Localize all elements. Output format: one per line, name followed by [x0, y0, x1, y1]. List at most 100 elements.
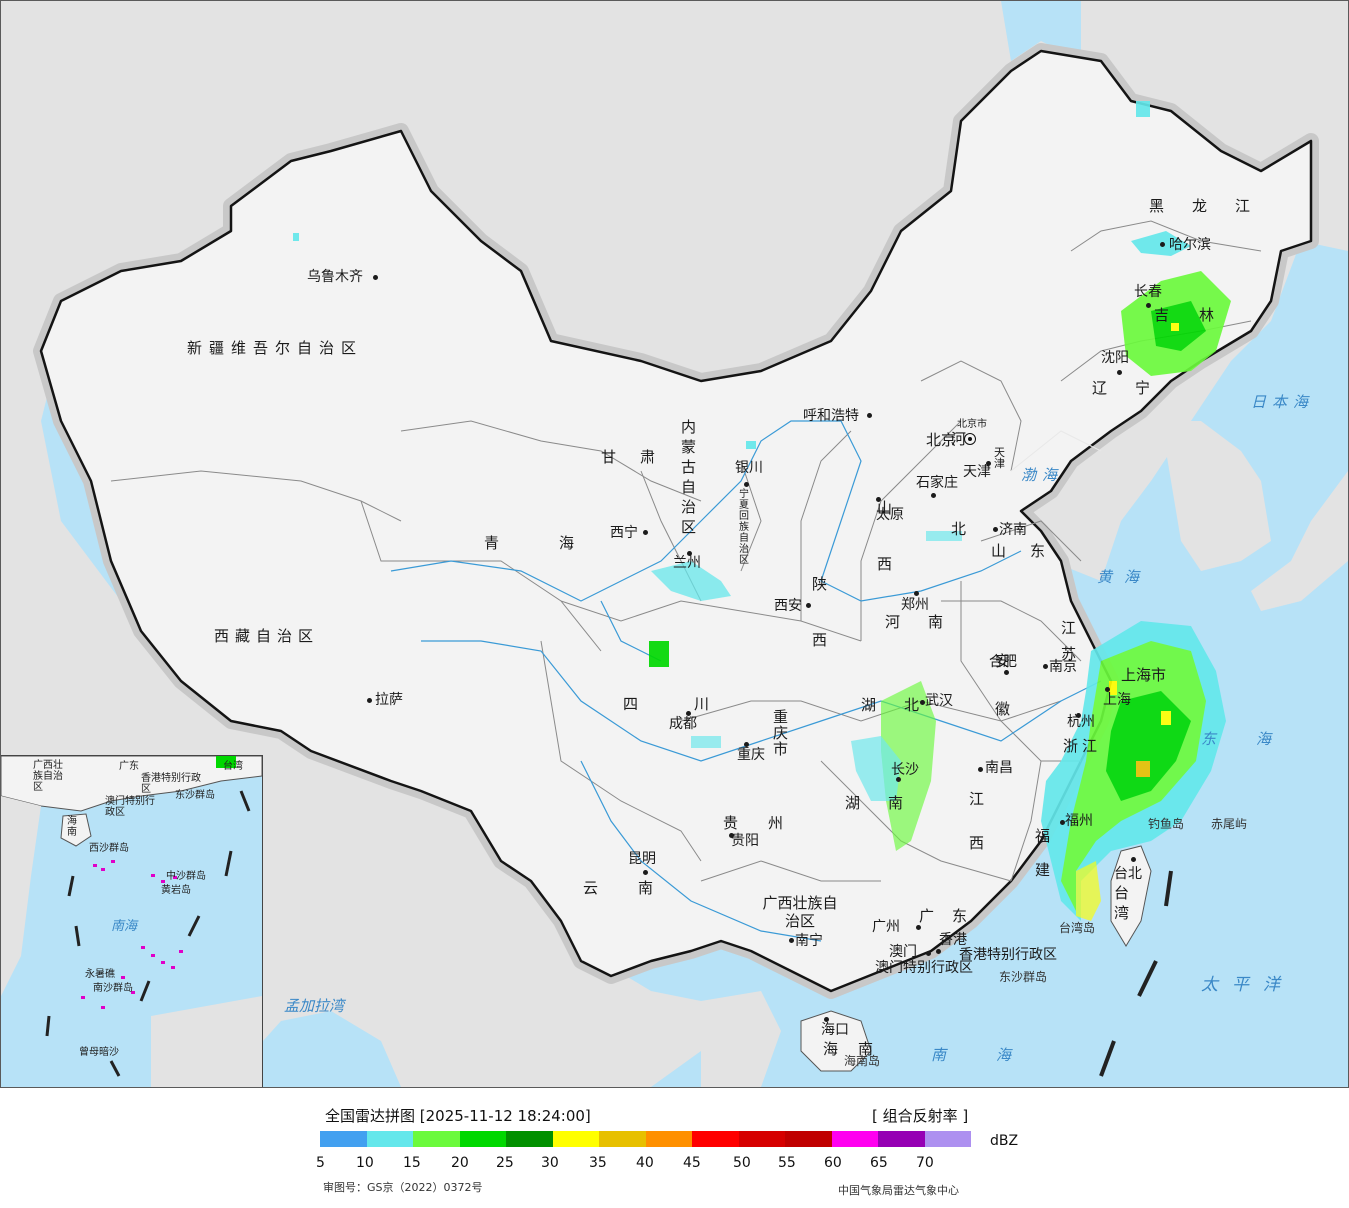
inset-label-hongkong: 香港特别行政区 [141, 773, 201, 795]
legend-tick-label: 15 [403, 1155, 421, 1171]
legend-unit: dBZ [990, 1133, 1019, 1149]
color-swatch [645, 1131, 692, 1147]
city-label-taiyuan: 太原 [876, 507, 904, 523]
rivers [390, 420, 1102, 942]
color-scale-bar [320, 1131, 971, 1147]
echo-sichuan [649, 641, 669, 667]
city-label-shijiazhuang: 石家庄 [916, 475, 958, 491]
province-label-hunan: 湖南 [845, 794, 932, 812]
island-label-chiwei: 赤尾屿 [1211, 817, 1248, 831]
city-label-hongkong: 香港 [939, 932, 967, 948]
echo-core-3 [1109, 681, 1117, 695]
province-label-fujian: 福建 [1035, 827, 1051, 879]
echo-gansu [651, 561, 731, 601]
island-label-dongsha: 东沙群岛 [999, 970, 1048, 984]
city-dot-guangzhou [916, 925, 921, 930]
province-label-hubei: 湖北 [861, 696, 948, 714]
city-label-kunming: 昆明 [628, 851, 656, 867]
city-dot-shenyang [1117, 370, 1122, 375]
map-approval-number: 审图号：GS京（2022）0372号 [323, 1181, 483, 1194]
inset-label-nansha: 南沙群岛 [93, 983, 133, 994]
province-label-shaanxi: 陕西 [812, 575, 828, 649]
color-swatch [413, 1131, 460, 1147]
city-dot-macau [926, 951, 931, 956]
city-dot-harbin [1160, 242, 1165, 247]
city-label-yinchuan: 银川 [735, 460, 763, 476]
province-label-jiangxi: 江西 [969, 790, 985, 852]
legend-tick-label: 65 [870, 1155, 888, 1171]
echo-chongqing [691, 736, 721, 748]
inset-hainan [60, 813, 92, 847]
city-label-chengdu: 成都 [669, 716, 697, 732]
city-dot-xian [806, 603, 811, 608]
city-dot-jinan [993, 527, 998, 532]
inset-label-xisha: 西沙群岛 [89, 843, 129, 854]
province-label-guangxi: 广西壮族自治区 [762, 894, 838, 930]
city-label-xian: 西安 [774, 598, 802, 614]
city-label-macau: 澳门 [889, 944, 917, 960]
city-dot-hefei [1004, 670, 1009, 675]
province-label-hebei: 河北 [951, 430, 967, 538]
province-label-shanghai: 上海市 [1121, 666, 1167, 684]
city-label-lanzhou: 兰州 [673, 555, 701, 571]
city-dot-lanzhou [687, 551, 692, 556]
city-label-taipei: 台北 [1114, 866, 1142, 882]
sea-label-japan: 日本海 [1251, 393, 1315, 411]
city-dot-guiyang [729, 833, 734, 838]
sea-label-east: 东海 [1201, 730, 1312, 748]
legend-tick-label: 40 [636, 1155, 654, 1171]
color-swatch [552, 1131, 599, 1147]
city-dot-chongqing [744, 742, 749, 747]
province-label-heilongjiang: 黑龙江 [1149, 197, 1279, 215]
color-swatch [692, 1131, 739, 1147]
foreign-land-korea [1161, 421, 1271, 571]
inset-islands [81, 860, 183, 1009]
color-swatch [599, 1131, 646, 1147]
province-label-shandong: 山东 [991, 542, 1070, 560]
legend-tick-label: 35 [589, 1155, 607, 1171]
foreign-land-japan [1251, 471, 1348, 611]
sea-label-pacific: 太平洋 [1201, 975, 1294, 995]
legend-tick-label: 30 [541, 1155, 559, 1171]
city-dot-urumqi [373, 275, 378, 280]
city-dot-taiyuan [876, 497, 881, 502]
city-dot-hangzhou [1076, 713, 1081, 718]
inset-label-guangdong: 广东 [119, 761, 139, 772]
city-label-lhasa: 拉萨 [375, 692, 403, 708]
legend-title: 全国雷达拼图 [2025-11-12 18:24:00] [325, 1107, 591, 1125]
inset-label-hainan: 海南 [67, 816, 77, 838]
city-dot-xining [643, 530, 648, 535]
city-dot-chengdu [686, 711, 691, 716]
color-swatch [320, 1131, 367, 1147]
city-label-haikou: 海口 [821, 1022, 849, 1038]
province-label-guangdong: 广东 [919, 907, 986, 925]
province-label-shanxi: 山西 [877, 499, 893, 573]
color-swatch [785, 1131, 832, 1147]
city-label-hangzhou: 杭州 [1067, 714, 1095, 730]
inset-label-huangyan: 黄岩岛 [161, 885, 191, 896]
province-label-zhejiang: 浙江 [1063, 737, 1102, 755]
city-dot-lhasa [367, 698, 372, 703]
city-dot-haikou [824, 1017, 829, 1022]
province-label-sichuan: 四川 [623, 695, 766, 713]
city-dot-wuhan [920, 700, 925, 705]
province-label-chongqing: 重庆市 [773, 708, 789, 758]
city-label-changchun: 长春 [1134, 284, 1162, 300]
legend-tick-label: 60 [824, 1155, 842, 1171]
inset-echo [216, 756, 236, 768]
capital-star-icon [964, 433, 976, 445]
inset-label-zhongsha: 中沙群岛 [166, 871, 206, 882]
radar-map[interactable]: 广西壮族自治区 广东 台湾 香港特别行政区 澳门特别行政区 海南 东沙群岛 西沙… [0, 0, 1349, 1088]
island-label-taiwan: 台湾岛 [1059, 921, 1096, 935]
legend-tick-label: 45 [683, 1155, 701, 1171]
city-dot-zhengzhou [914, 591, 919, 596]
inset-canvas [1, 756, 262, 1087]
city-dot-nanchang [978, 767, 983, 772]
city-label-nanning: 南宁 [795, 933, 823, 949]
inset-indochina [1, 796, 41, 996]
city-label-nanchang: 南昌 [985, 760, 1013, 776]
echo-central-blue [851, 736, 901, 801]
province-label-taiwan: 台湾 [1114, 884, 1130, 922]
legend-product: [ 组合反射率 ] [872, 1107, 969, 1125]
legend-tick-label: 5 [316, 1155, 325, 1171]
